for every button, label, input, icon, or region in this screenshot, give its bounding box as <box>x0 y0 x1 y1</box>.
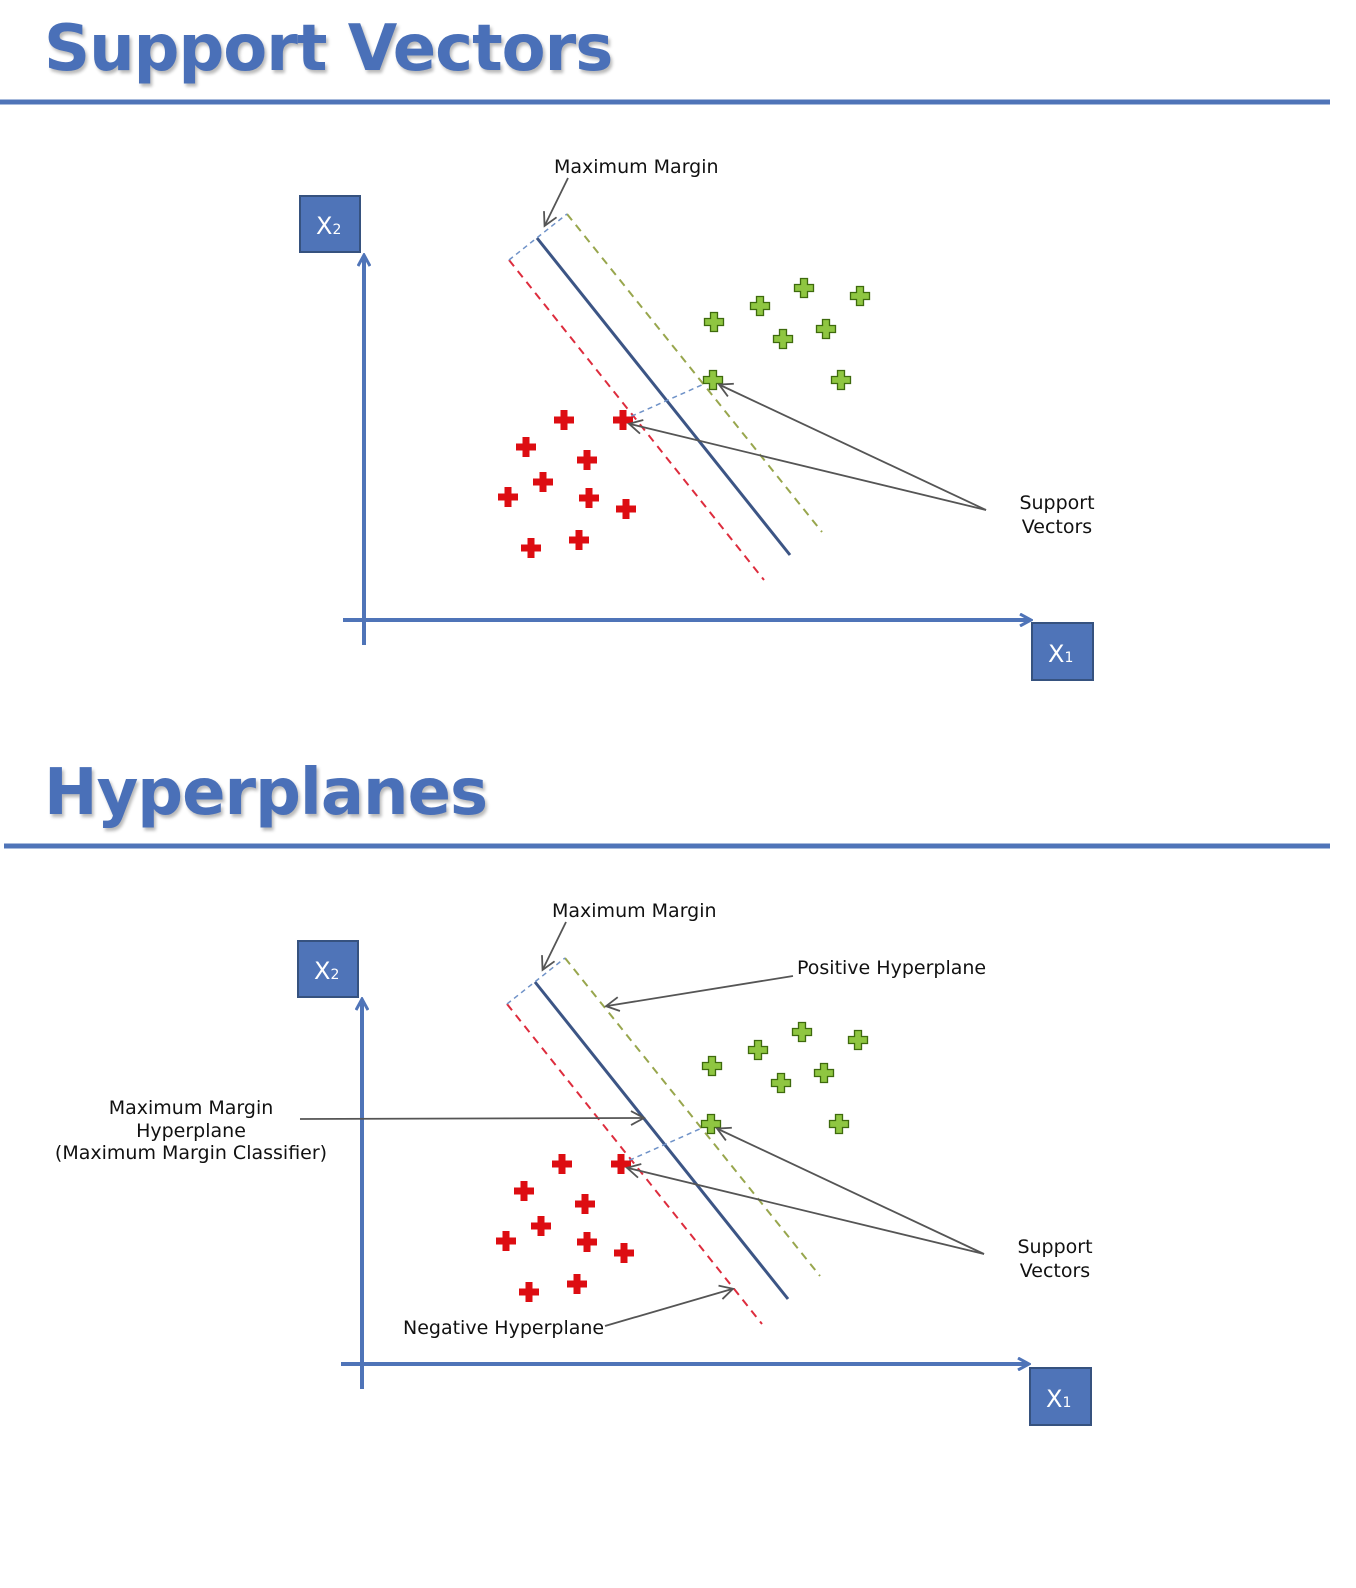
maximum-margin-label: Maximum Margin <box>552 900 717 922</box>
x1-axis-label-box: X1 <box>1029 1367 1092 1426</box>
slide-title-support-vectors: Support Vectors <box>44 12 613 86</box>
red-cross-point <box>519 1282 539 1302</box>
x2-axis-subscript: 2 <box>330 967 339 983</box>
positive-hyperplane-line <box>564 957 821 1277</box>
slide-title-hyperplanes: Hyperplanes <box>44 756 488 830</box>
x2-axis-subscript: 2 <box>332 222 341 238</box>
margin-width-dash-top <box>508 213 568 261</box>
red-cross-point <box>521 538 541 558</box>
svg-text:X2: X2 <box>314 957 339 985</box>
red-cross-point <box>514 1181 534 1201</box>
red-cross-point <box>531 1216 551 1236</box>
green-cross-point <box>813 1062 835 1084</box>
green-cross-point-support-vector <box>702 369 724 391</box>
red-cross-point <box>614 1243 634 1263</box>
maximum-margin-hyperplane-label-line2: Hyperplane <box>136 1120 246 1142</box>
red-cross-point <box>567 1274 587 1294</box>
support-vectors-label-line1: Support <box>1019 492 1094 514</box>
green-cross-point <box>830 369 852 391</box>
green-cross-point <box>828 1113 850 1135</box>
x2-axis-label: X <box>314 957 330 985</box>
maximum-margin-hyperplane-arrow <box>299 1110 646 1126</box>
maximum-margin-hyperplane-line <box>533 981 790 1300</box>
negative-class-points <box>496 1154 634 1302</box>
maximum-margin-arrow <box>543 177 569 228</box>
green-cross-point <box>749 295 771 317</box>
margin-width-dash-top <box>506 957 566 1005</box>
red-cross-point <box>533 472 553 492</box>
positive-class-points <box>700 1021 869 1135</box>
support-vector-arrow-positive <box>717 382 987 511</box>
red-cross-point <box>554 410 574 430</box>
positive-hyperplane-line <box>566 213 823 533</box>
maximum-margin-label: Maximum Margin <box>554 156 719 178</box>
x1-axis-label: X <box>1048 640 1064 668</box>
support-vectors-label-line2: Vectors <box>1022 516 1092 538</box>
red-cross-point <box>575 1194 595 1214</box>
x2-axis-label-box: X2 <box>297 940 359 998</box>
negative-class-points <box>498 410 636 558</box>
red-cross-point <box>496 1231 516 1251</box>
x1-axis-subscript: 1 <box>1064 650 1073 666</box>
green-cross-point <box>703 311 725 333</box>
negative-hyperplane-arrow <box>604 1284 735 1327</box>
negative-hyperplane-line <box>506 1003 763 1325</box>
red-cross-point-support-vector <box>611 1154 631 1174</box>
margin-width-dash-mid <box>620 1123 712 1165</box>
support-vectors-label-line1: Support <box>1017 1236 1092 1258</box>
green-cross-point-support-vector <box>700 1113 722 1135</box>
positive-hyperplane-arrow <box>604 975 794 1012</box>
green-cross-point <box>849 285 871 307</box>
red-cross-point-support-vector <box>613 410 633 430</box>
negative-hyperplane-label: Negative Hyperplane <box>403 1317 604 1339</box>
red-cross-point <box>577 450 597 470</box>
red-cross-point <box>552 1154 572 1174</box>
red-cross-point <box>516 437 536 457</box>
svg-text:X1: X1 <box>1046 1385 1071 1413</box>
support-vector-arrow-positive <box>715 1126 985 1255</box>
green-cross-point <box>793 277 815 299</box>
maximum-margin-arrow <box>541 921 567 972</box>
red-cross-point <box>498 487 518 507</box>
support-vector-arrow-negative <box>625 1163 985 1255</box>
x2-axis-label-box: X2 <box>299 195 361 253</box>
margin-width-dash-mid <box>622 379 714 421</box>
support-vectors-label-line2: Vectors <box>1020 1260 1090 1282</box>
maximum-margin-hyperplane-label-line3: (Maximum Margin Classifier) <box>55 1142 327 1164</box>
svg-text:X1: X1 <box>1048 640 1073 668</box>
red-cross-point <box>616 499 636 519</box>
x1-axis-label: X <box>1046 1385 1062 1413</box>
support-vector-arrow-negative <box>627 419 987 511</box>
x1-axis-subscript: 1 <box>1062 1395 1071 1411</box>
red-cross-point <box>577 1232 597 1252</box>
red-cross-point <box>569 530 589 550</box>
green-cross-point <box>772 328 794 350</box>
svg-text:X2: X2 <box>316 212 341 240</box>
x2-axis-label: X <box>316 212 332 240</box>
positive-hyperplane-label: Positive Hyperplane <box>797 957 986 979</box>
red-cross-point <box>579 488 599 508</box>
green-cross-point <box>791 1021 813 1043</box>
green-cross-point <box>701 1055 723 1077</box>
positive-class-points <box>702 277 871 391</box>
support-vectors-diagram: X2 X1 Maximum Margin Support Vect <box>0 99 1330 681</box>
green-cross-point <box>747 1039 769 1061</box>
green-cross-point <box>815 318 837 340</box>
green-cross-point <box>770 1072 792 1094</box>
maximum-margin-hyperplane-label-line1: Maximum Margin <box>109 1097 274 1119</box>
x1-axis-label-box: X1 <box>1031 622 1094 681</box>
negative-hyperplane-line <box>508 259 765 581</box>
maximum-margin-hyperplane-line <box>535 237 792 556</box>
green-cross-point <box>847 1029 869 1051</box>
hyperplanes-diagram: X2 X1 Maximum Margin Posit <box>4 843 1330 1426</box>
